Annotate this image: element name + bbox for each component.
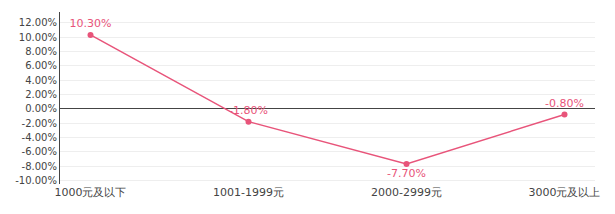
svg-text:-8.00%: -8.00% — [22, 161, 57, 172]
svg-text:4.00%: 4.00% — [25, 75, 57, 86]
svg-text:-0.80%: -0.80% — [545, 97, 584, 110]
svg-text:1000元及以下: 1000元及以下 — [55, 186, 127, 199]
svg-text:10.30%: 10.30% — [70, 17, 112, 30]
svg-text:-2.00%: -2.00% — [22, 118, 57, 129]
svg-text:-7.70%: -7.70% — [387, 167, 426, 180]
svg-text:8.00%: 8.00% — [25, 46, 57, 57]
svg-text:-1.80%: -1.80% — [229, 104, 268, 117]
svg-text:12.00%: 12.00% — [19, 17, 57, 28]
svg-text:10.00%: 10.00% — [19, 32, 57, 43]
svg-text:2000-2999元: 2000-2999元 — [371, 186, 442, 199]
svg-text:3000元及以上: 3000元及以上 — [529, 186, 601, 199]
svg-text:-10.00%: -10.00% — [15, 175, 57, 186]
svg-text:6.00%: 6.00% — [25, 60, 57, 71]
svg-text:-6.00%: -6.00% — [22, 146, 57, 157]
svg-text:0.00%: 0.00% — [25, 103, 57, 114]
svg-text:-4.00%: -4.00% — [22, 132, 57, 143]
svg-text:2.00%: 2.00% — [25, 89, 57, 100]
svg-text:1001-1999元: 1001-1999元 — [213, 186, 284, 199]
